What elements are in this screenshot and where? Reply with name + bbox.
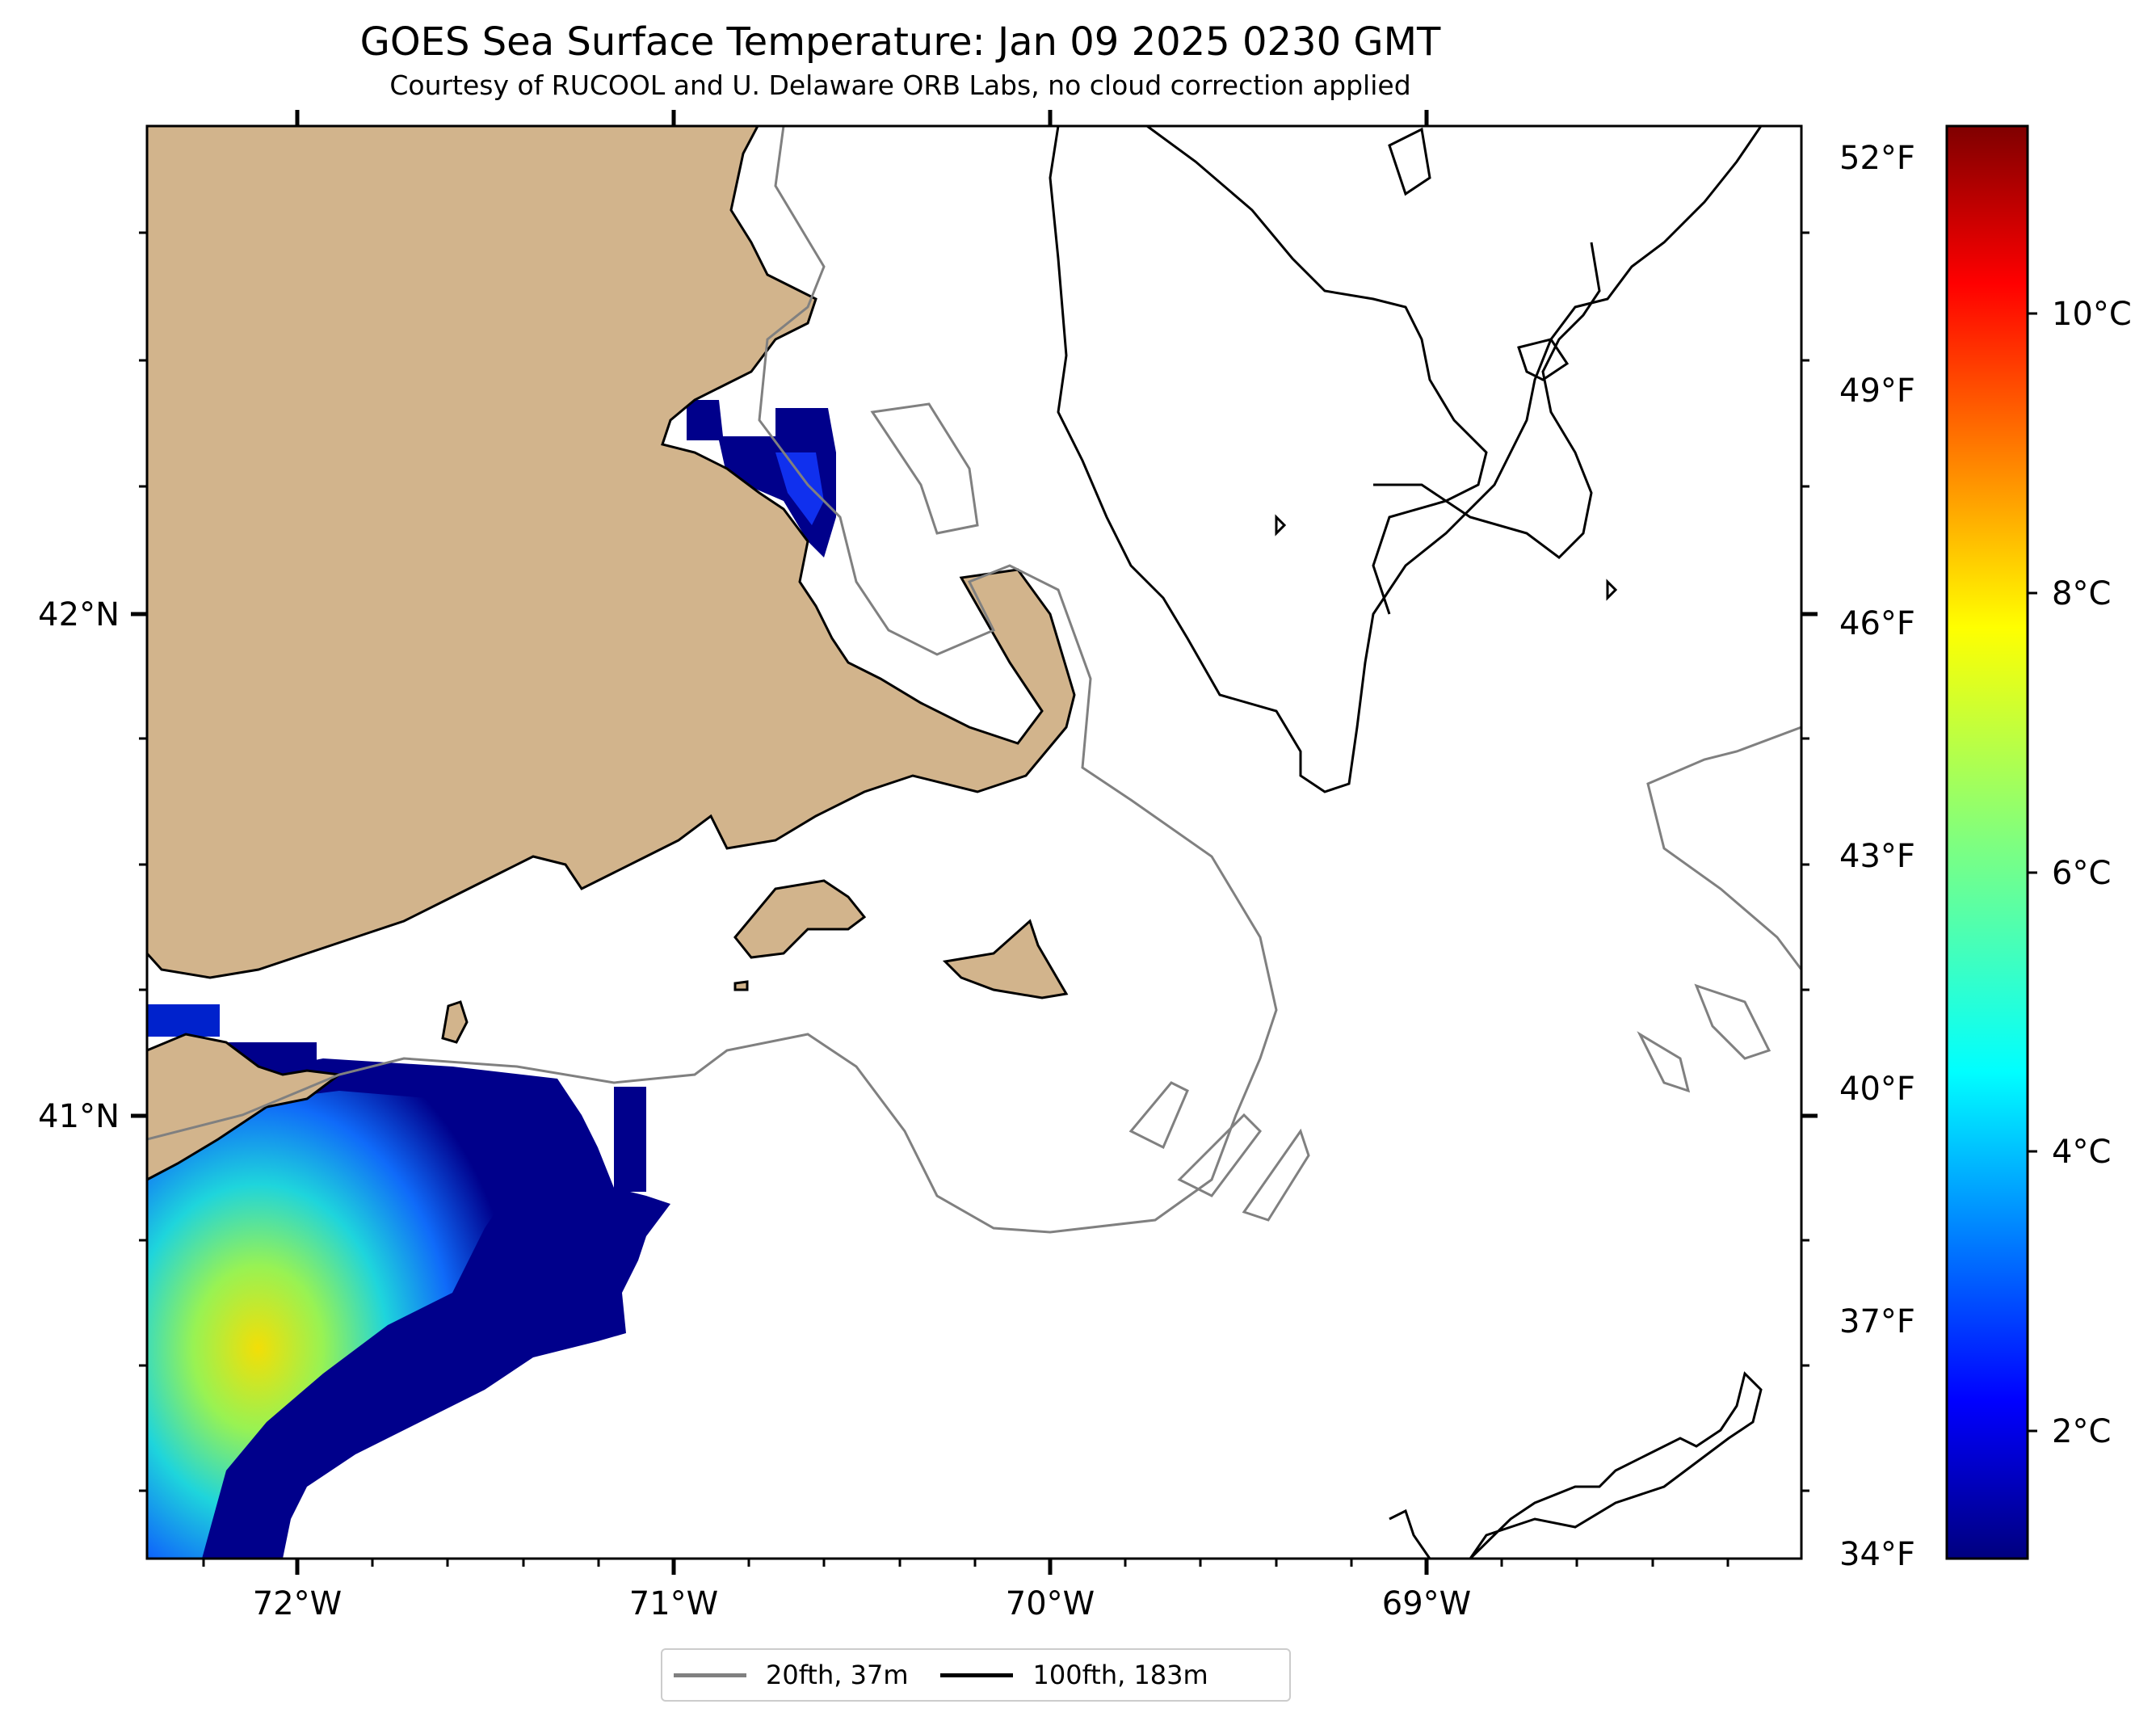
land-nantucket xyxy=(942,919,1069,999)
lon-major-ticks xyxy=(295,110,1429,1575)
colorbar-label-8c: 8°C xyxy=(2052,575,2111,612)
degf-label-52: 52°F xyxy=(1839,140,1915,177)
legend-swatch-gray-line xyxy=(674,1673,746,1677)
legend-label-100fth: 100fth, 183m xyxy=(1032,1660,1208,1690)
legend-item-100fth: 100fth, 183m xyxy=(940,1660,1208,1690)
minor-ticks xyxy=(139,231,1809,1567)
colorbar-label-6c: 6°C xyxy=(2052,855,2111,892)
lat-label-41n: 41°N xyxy=(38,1098,120,1135)
sst-pixels-offshore xyxy=(614,1087,646,1192)
sst-field-mass-bay-core xyxy=(775,452,824,525)
land-nomans xyxy=(733,980,749,991)
degf-label-34: 34°F xyxy=(1839,1536,1915,1573)
map-title: GOES Sea Surface Temperature: Jan 09 202… xyxy=(359,19,1441,65)
degf-label-46: 46°F xyxy=(1839,605,1915,642)
lat-major-ticks xyxy=(131,612,1818,1118)
sst-pixels-ri xyxy=(147,1004,220,1037)
land-massachusetts-ri-ct xyxy=(147,126,1076,979)
lon-label-71w: 71°W xyxy=(629,1585,718,1622)
lon-label-72w: 72°W xyxy=(253,1585,342,1622)
legend-swatch-black-line xyxy=(940,1673,1014,1677)
land-marthas-vineyard xyxy=(733,879,867,959)
map-subtitle: Courtesy of RUCOOL and U. Delaware ORB L… xyxy=(389,69,1411,101)
colorbar-label-10c: 10°C xyxy=(2052,296,2132,333)
colorbar-label-2c: 2°C xyxy=(2052,1413,2111,1450)
sst-field-mass-bay xyxy=(687,400,836,558)
colorbar-ticks xyxy=(2028,312,2037,1433)
colorbar xyxy=(1945,124,2029,1560)
sst-field-warm-core xyxy=(147,1091,517,1559)
degf-label-40: 40°F xyxy=(1839,1071,1915,1108)
legend-label-20fth: 20fth, 37m xyxy=(766,1660,909,1690)
colorbar-label-4c: 4°C xyxy=(2052,1134,2111,1171)
degf-label-43: 43°F xyxy=(1839,838,1915,875)
isobath-20fth-east xyxy=(1637,726,1801,1093)
isobath-20fth-shoals xyxy=(870,402,1310,1222)
isobath-100fth-islands xyxy=(1275,127,1618,601)
isobath-20fth xyxy=(147,126,1278,1234)
lon-label-69w: 69°W xyxy=(1382,1585,1471,1622)
degf-label-37: 37°F xyxy=(1839,1303,1915,1340)
isobath-legend: 20fth, 37m 100fth, 183m xyxy=(661,1648,1291,1702)
degf-label-49: 49°F xyxy=(1839,372,1915,410)
legend-item-20fth: 20fth, 37m xyxy=(674,1660,908,1690)
isobath-100fth-georges xyxy=(1389,1371,1763,1559)
land-block-island xyxy=(441,1000,469,1044)
lon-label-70w: 70°W xyxy=(1006,1585,1095,1622)
lat-label-42n: 42°N xyxy=(38,596,120,633)
isobath-100fth-gulf-inner xyxy=(1146,126,1601,615)
